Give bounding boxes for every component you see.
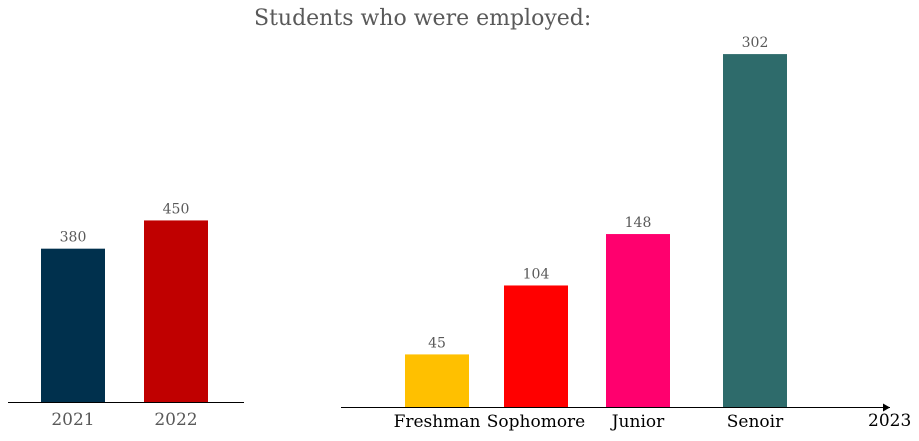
chart-yearly-employed: 380 2021 450 2022 xyxy=(8,201,244,430)
category-label-freshman: Freshman xyxy=(394,412,481,432)
category-label-junior: Junior xyxy=(610,412,665,432)
data-label-junior: 148 xyxy=(625,215,652,231)
data-label-2021: 380 xyxy=(60,230,87,246)
chart-employed-by-class: 45 Freshman 104 Sophomore 148 Junior 302 Senoir… xyxy=(341,35,911,432)
axis-end-label: 2023 xyxy=(868,411,911,431)
bar-2022 xyxy=(144,220,208,402)
category-label-2022: 2022 xyxy=(154,410,197,430)
page-title: Students who were employed: xyxy=(254,6,592,31)
category-label-sophomore: Sophomore xyxy=(487,412,586,432)
data-label-sophomore: 104 xyxy=(523,266,550,282)
bar-junior xyxy=(606,234,670,407)
bar-sophomore xyxy=(504,285,568,407)
x-axis-arrow-icon xyxy=(883,403,890,412)
bar-freshman xyxy=(405,354,469,407)
category-label-2021: 2021 xyxy=(51,410,94,430)
bar-2021 xyxy=(41,248,105,402)
bar-senoir xyxy=(723,54,787,407)
data-label-2022: 450 xyxy=(163,201,190,217)
data-label-senoir: 302 xyxy=(742,35,769,51)
data-label-freshman: 45 xyxy=(428,335,446,351)
category-label-senoir: Senoir xyxy=(727,412,784,432)
